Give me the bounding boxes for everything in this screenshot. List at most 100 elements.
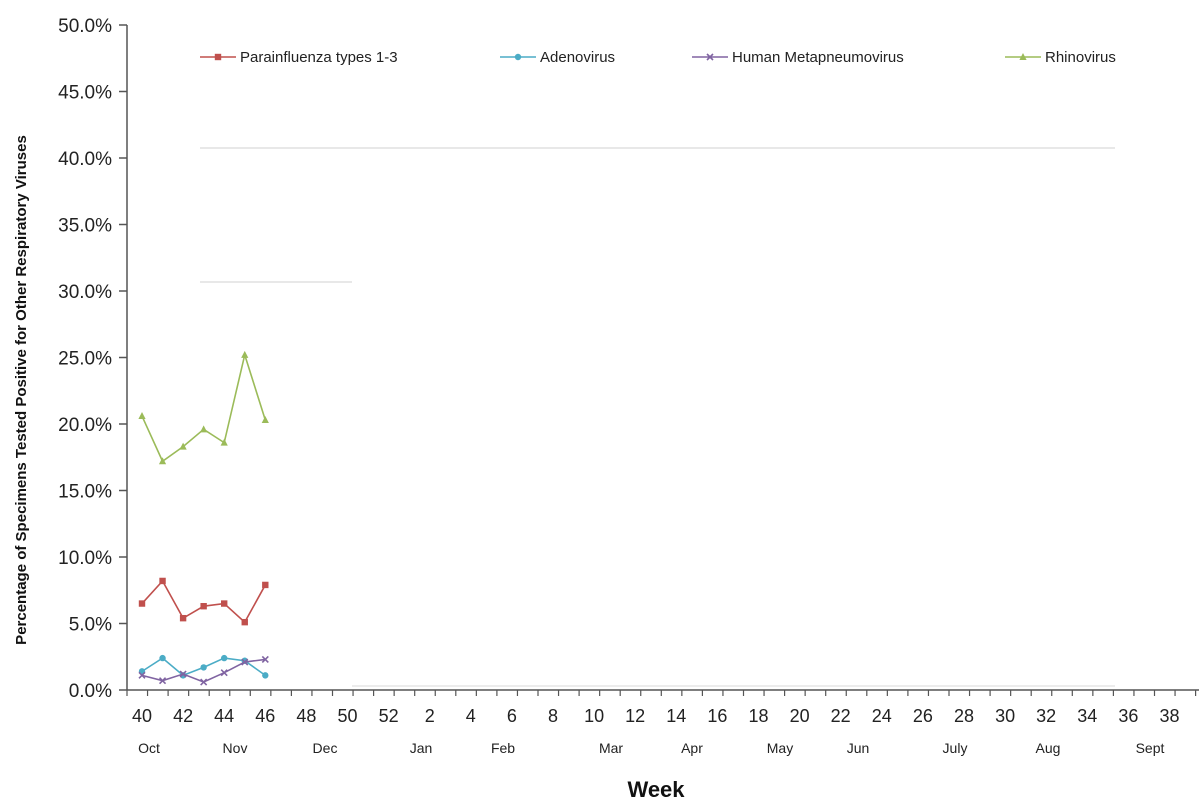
month-labels: Oct Nov Dec Jan Feb Mar Apr May Jun July Aug Sept (138, 740, 1164, 756)
x-tick-label: 38 (1159, 706, 1179, 726)
series (138, 654, 269, 679)
y-tick-label: 35.0% (58, 216, 112, 237)
y-tick-label: 0.0% (69, 681, 112, 702)
y-tick-label: 20.0% (58, 415, 112, 436)
y-tick-label: 30.0% (58, 282, 112, 303)
data-point (200, 425, 208, 433)
x-tick-label: 8 (548, 706, 558, 726)
series-line (141, 351, 267, 463)
series (138, 350, 269, 465)
y-tick-label: 50.0% (58, 16, 112, 37)
data-point-stroke (200, 678, 208, 686)
x-tick-label: 44 (214, 706, 234, 726)
legend-label: Rhinovirus (1045, 49, 1116, 66)
x-tick-label: 18 (748, 706, 768, 726)
x-tick-label: 40 (132, 706, 152, 726)
data-point (261, 655, 269, 663)
data-point (262, 581, 269, 589)
data-point (262, 672, 269, 679)
x-tick-label: 42 (173, 706, 193, 726)
data-point-stroke (261, 655, 269, 663)
data-point (221, 600, 228, 607)
month-label: Dec (313, 740, 338, 756)
x-tick-label: 22 (831, 706, 851, 726)
data-point (220, 669, 228, 677)
x-tick-label: 48 (296, 706, 316, 726)
data-point-stroke (706, 53, 714, 61)
data-point (138, 671, 146, 679)
data-point (241, 658, 249, 666)
y-tick-label: 25.0% (58, 349, 112, 370)
y-tick-label: 15.0% (58, 482, 112, 503)
month-label: July (943, 740, 968, 756)
data-point (159, 654, 166, 662)
x-tick-label: 52 (379, 706, 399, 726)
y-tick-label: 45.0% (58, 83, 112, 104)
series (138, 577, 269, 626)
month-label: Apr (681, 740, 703, 756)
month-label: Sept (1136, 740, 1165, 756)
data-point (514, 53, 522, 61)
y-axis-title: Percentage of Specimens Tested Positive … (13, 135, 30, 645)
data-point-stroke (241, 658, 249, 666)
x-tick-label: 24 (872, 706, 892, 726)
data-point (158, 457, 167, 465)
month-label: Jan (410, 740, 433, 756)
x-tick-label: 10 (584, 706, 604, 726)
x-axis: 40 42 44 46 48 50 52 2 4 6 8 10 12 14 16 18 20 22 24 26 28 30… (126, 689, 1199, 726)
plot-area (138, 147, 1115, 687)
data-point (221, 654, 228, 662)
y-axis: 0.0% 5.0% 10.0% 15.0% 20.0% 25.0% 30.0% 35.0% 40… (58, 16, 128, 702)
x-tick-label: 12 (625, 706, 645, 726)
data-point (1019, 53, 1027, 60)
y-tick-label: 40.0% (58, 149, 112, 170)
x-axis-title: Week (627, 777, 685, 798)
month-label: Nov (223, 740, 248, 756)
data-point (200, 603, 207, 610)
data-point-stroke (138, 671, 146, 679)
month-label: May (767, 740, 793, 756)
data-point (158, 677, 167, 685)
legend: Parainfluenza types 1-3 Adenovirus Human M… (200, 49, 1116, 66)
data-point (220, 438, 228, 446)
x-tick-label: 36 (1118, 706, 1138, 726)
x-tick-label: 6 (507, 706, 517, 726)
month-label: Aug (1036, 740, 1061, 756)
data-point (261, 416, 269, 424)
x-tick-label: 26 (913, 706, 933, 726)
data-point-stroke (158, 677, 167, 685)
month-label: Oct (138, 740, 160, 756)
data-point (179, 614, 187, 622)
data-point (241, 350, 249, 358)
series (138, 655, 269, 686)
x-tick-label: 16 (707, 706, 727, 726)
data-point (214, 53, 222, 61)
data-point (179, 670, 187, 678)
data-point-stroke (179, 670, 187, 678)
data-point (200, 678, 208, 686)
x-tick-label: 2 (425, 706, 435, 726)
legend-label: Adenovirus (540, 49, 615, 66)
x-tick-label: 20 (790, 706, 810, 726)
data-point (159, 577, 166, 585)
x-tick-label: 28 (954, 706, 974, 726)
month-label: Feb (491, 740, 515, 756)
x-tick-label: 4 (466, 706, 476, 726)
series-line (141, 579, 267, 624)
x-tick-label: 14 (666, 706, 686, 726)
x-tick-label: 30 (995, 706, 1015, 726)
y-tick-label: 10.0% (58, 548, 112, 569)
data-point (241, 618, 248, 626)
data-point (179, 442, 187, 450)
x-tick-label: 50 (337, 706, 357, 726)
y-tick-label: 5.0% (69, 615, 112, 636)
data-point (200, 664, 207, 671)
data-point (138, 600, 146, 607)
data-point (138, 412, 146, 420)
x-tick-label: 34 (1077, 706, 1097, 726)
legend-label: Parainfluenza types 1-3 (240, 49, 398, 66)
month-label: Mar (599, 740, 623, 756)
legend-label: Human Metapneumovirus (732, 49, 904, 66)
x-tick-label: 46 (255, 706, 275, 726)
